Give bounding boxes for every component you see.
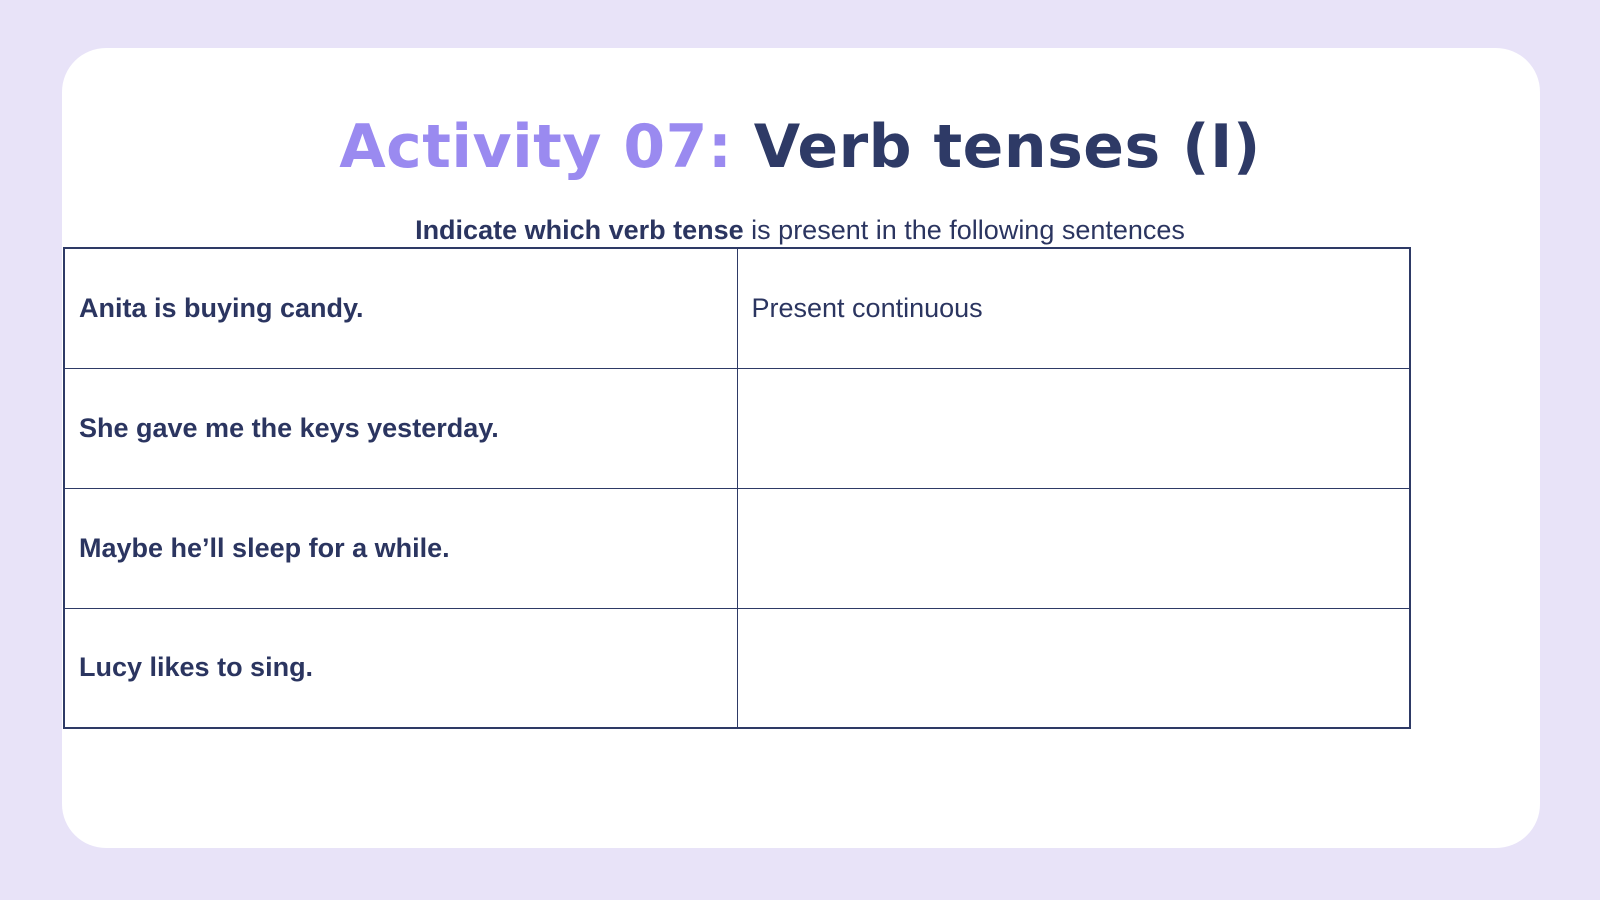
table-row: Lucy likes to sing. xyxy=(63,607,1411,729)
page-title-activity-number: Activity 07: xyxy=(339,112,754,182)
instructions-emphasis: Indicate which verb tense xyxy=(415,215,744,245)
instructions-rest: is present in the following sentences xyxy=(743,215,1185,245)
sentence-cell: She gave me the keys yesterday. xyxy=(63,367,738,489)
page-title-topic: Verb tenses (I) xyxy=(753,112,1261,182)
sentence-cell: Lucy likes to sing. xyxy=(63,607,738,729)
sentence-cell: Maybe he’ll sleep for a while. xyxy=(63,487,738,609)
page-title: Activity 07: Verb tenses (I) xyxy=(0,112,1600,182)
table-row: Anita is buying candy. Present continuou… xyxy=(63,247,1411,369)
sentence-cell: Anita is buying candy. xyxy=(63,247,738,369)
answer-cell[interactable] xyxy=(736,487,1411,609)
answer-cell[interactable]: Present continuous xyxy=(736,247,1411,369)
answer-cell[interactable] xyxy=(736,367,1411,489)
verb-tense-table: Anita is buying candy. Present continuou… xyxy=(63,247,1411,729)
table-row: Maybe he’ll sleep for a while. xyxy=(63,487,1411,609)
instructions: Indicate which verb tense is present in … xyxy=(0,215,1600,246)
answer-cell[interactable] xyxy=(736,607,1411,729)
table-row: She gave me the keys yesterday. xyxy=(63,367,1411,489)
